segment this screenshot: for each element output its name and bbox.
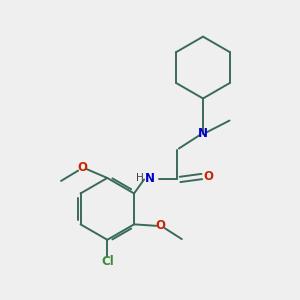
Text: N: N bbox=[198, 127, 208, 140]
Text: H: H bbox=[136, 173, 144, 183]
Text: O: O bbox=[203, 170, 213, 183]
Text: O: O bbox=[77, 160, 87, 174]
Text: N: N bbox=[144, 172, 154, 185]
Text: O: O bbox=[156, 219, 166, 232]
Text: Cl: Cl bbox=[101, 254, 114, 268]
